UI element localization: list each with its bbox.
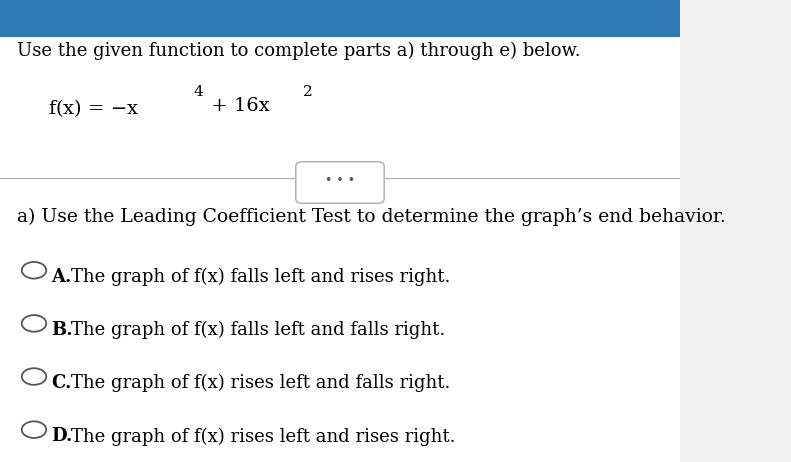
Text: Use the given function to complete parts a) through e) below.: Use the given function to complete parts…: [17, 42, 581, 60]
Text: a) Use the Leading Coefficient Test to determine the graph’s end behavior.: a) Use the Leading Coefficient Test to d…: [17, 208, 726, 226]
Text: The graph of f(x) rises left and rises right.: The graph of f(x) rises left and rises r…: [71, 427, 456, 446]
FancyBboxPatch shape: [0, 0, 680, 462]
Text: B.: B.: [51, 321, 73, 339]
Text: The graph of f(x) falls left and rises right.: The graph of f(x) falls left and rises r…: [71, 268, 451, 286]
Text: 2: 2: [303, 85, 312, 99]
Text: 4: 4: [194, 85, 203, 99]
Text: The graph of f(x) rises left and falls right.: The graph of f(x) rises left and falls r…: [71, 374, 451, 393]
FancyBboxPatch shape: [296, 162, 384, 203]
FancyBboxPatch shape: [0, 0, 680, 37]
Text: + 16x: + 16x: [206, 97, 270, 115]
Text: A.: A.: [51, 268, 71, 286]
Text: • • •: • • •: [325, 174, 355, 187]
Text: f(x) = $-$x: f(x) = $-$x: [47, 97, 139, 119]
Text: The graph of f(x) falls left and falls right.: The graph of f(x) falls left and falls r…: [71, 321, 445, 340]
Text: C.: C.: [51, 374, 71, 392]
Text: D.: D.: [51, 427, 72, 445]
